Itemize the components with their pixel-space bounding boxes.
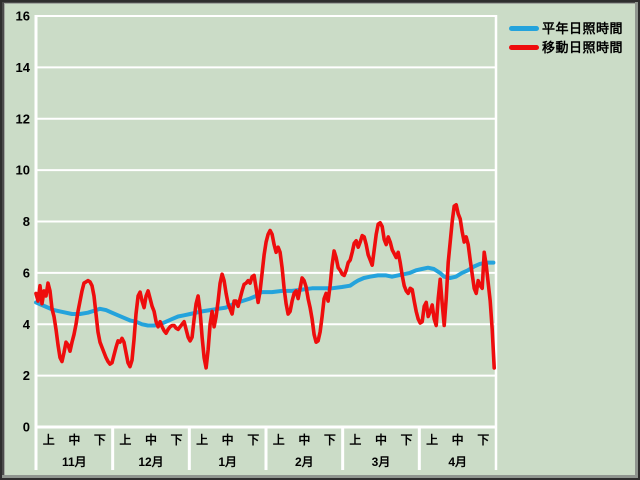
- period-label-0-2: 下: [94, 433, 106, 447]
- period-label-2-1: 中: [222, 432, 234, 447]
- series-line-ido: [34, 203, 497, 370]
- period-label-2-0: 上: [196, 432, 208, 447]
- period-label-5-1: 中: [452, 432, 464, 447]
- period-label-3-0: 上: [273, 432, 285, 447]
- y-tick-label-2: 2: [23, 368, 30, 383]
- period-label-5-0: 上: [426, 432, 438, 447]
- legend-item-normal-sunshine: 平年日照時間: [509, 19, 623, 38]
- month-label-3: 2月: [295, 455, 314, 469]
- y-tick-label-0: 0: [23, 420, 30, 435]
- period-label-4-1: 中: [375, 432, 387, 447]
- y-tick-label-8: 8: [23, 214, 30, 229]
- legend-item-moving-sunshine: 移動日照時間: [509, 38, 623, 57]
- period-label-3-1: 中: [298, 432, 310, 447]
- legend-line-swatch-blue: [509, 26, 539, 31]
- period-label-0-1: 中: [68, 432, 80, 447]
- period-label-4-2: 下: [401, 433, 413, 447]
- y-tick-label-4: 4: [23, 317, 31, 332]
- legend-label: 平年日照時間: [542, 21, 624, 36]
- legend: 平年日照時間 移動日照時間: [509, 19, 623, 57]
- chart-background: [5, 4, 635, 475]
- period-label-5-2: 下: [477, 433, 489, 447]
- legend-label: 移動日照時間: [542, 40, 624, 55]
- period-label-4-0: 上: [349, 432, 361, 447]
- period-label-1-1: 中: [145, 432, 157, 447]
- y-tick-label-10: 10: [16, 163, 30, 178]
- period-label-3-2: 下: [324, 433, 336, 447]
- period-label-0-0: 上: [43, 432, 55, 447]
- y-tick-label-16: 16: [16, 9, 30, 24]
- period-label-1-2: 下: [171, 433, 183, 447]
- month-label-1: 12月: [138, 455, 163, 469]
- period-label-1-0: 上: [119, 432, 131, 447]
- axis-label-layer: 0246810121416上中下11月上中下12月上中下1月上中下2月上中下3月…: [16, 9, 490, 470]
- month-label-0: 11月: [62, 455, 87, 469]
- y-tick-label-12: 12: [16, 111, 30, 126]
- month-label-5: 4月: [448, 455, 467, 469]
- grid-layer: [34, 15, 498, 470]
- month-label-4: 3月: [372, 455, 391, 469]
- legend-line-swatch-red: [509, 45, 539, 50]
- y-tick-label-6: 6: [23, 265, 30, 280]
- series-layer: [34, 203, 497, 370]
- y-tick-label-14: 14: [16, 60, 31, 75]
- month-label-2: 1月: [218, 455, 237, 469]
- period-label-2-2: 下: [247, 433, 259, 447]
